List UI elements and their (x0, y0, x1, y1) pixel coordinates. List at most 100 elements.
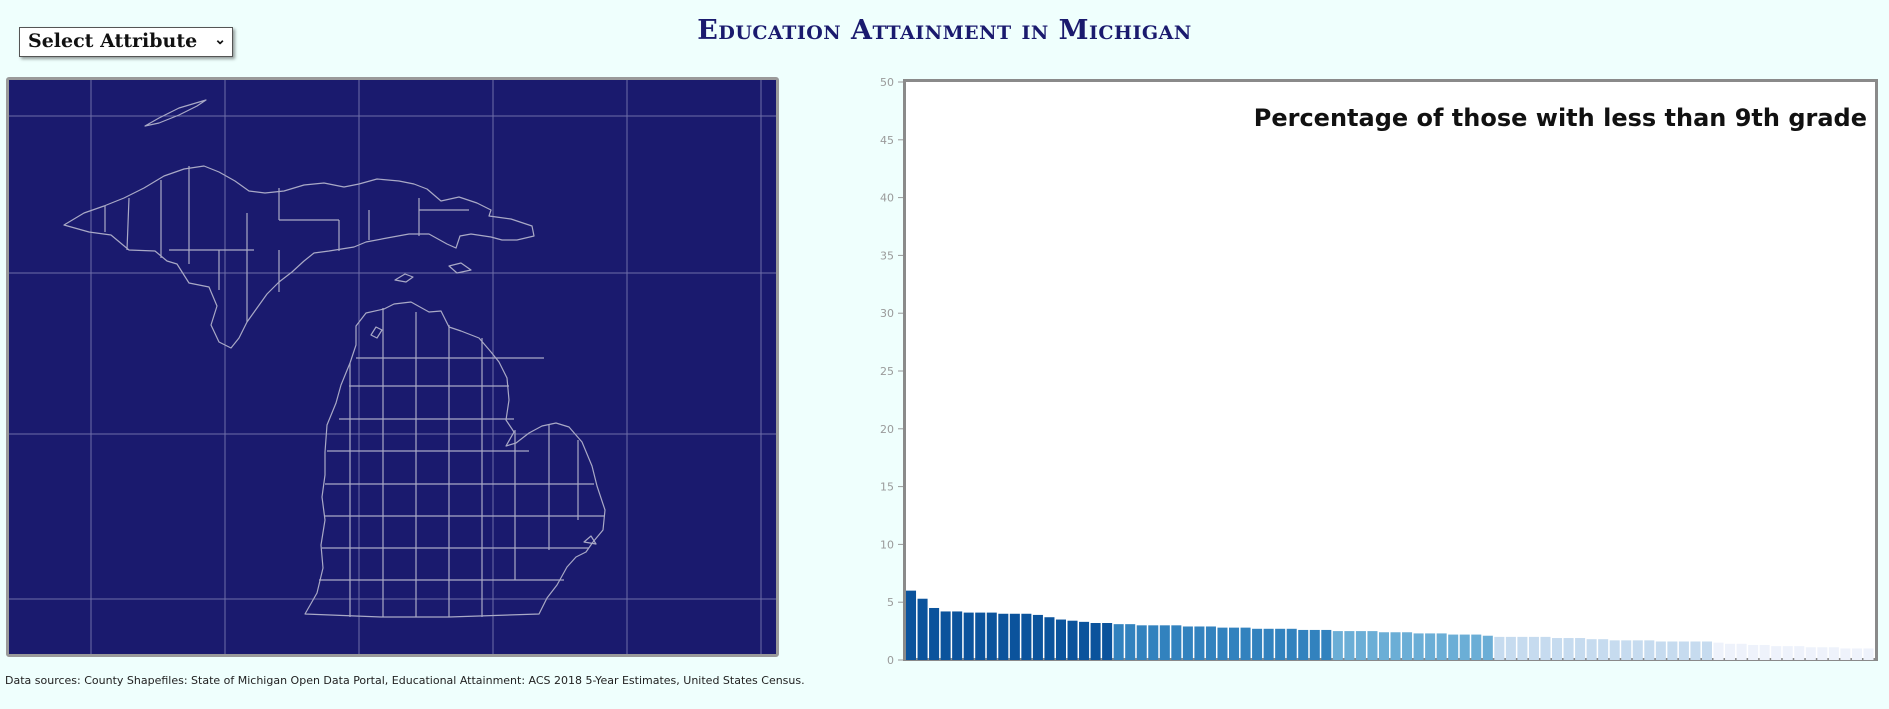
y-tick-label: 50 (880, 76, 894, 89)
bar[interactable] (1067, 620, 1078, 660)
bar[interactable] (1794, 646, 1805, 660)
bar[interactable] (1563, 638, 1574, 660)
bar[interactable] (1817, 647, 1828, 660)
bar[interactable] (1748, 644, 1759, 660)
bar[interactable] (975, 612, 986, 660)
bar[interactable] (1448, 634, 1459, 660)
bar[interactable] (1217, 627, 1228, 660)
bar[interactable] (1644, 640, 1655, 660)
bar[interactable] (1390, 632, 1401, 660)
y-tick-label: 45 (880, 134, 894, 147)
bar[interactable] (1425, 633, 1436, 660)
y-tick-label: 30 (880, 307, 894, 320)
bar[interactable] (1332, 631, 1343, 660)
bar[interactable] (1355, 631, 1366, 660)
bar[interactable] (1505, 636, 1516, 660)
bar[interactable] (1402, 632, 1413, 660)
michigan-map[interactable] (6, 77, 779, 657)
bar[interactable] (1309, 629, 1320, 660)
bar[interactable] (1182, 626, 1193, 660)
bar[interactable] (1079, 621, 1090, 660)
bar[interactable] (1540, 636, 1551, 660)
y-tick-label: 5 (887, 596, 894, 609)
bar[interactable] (1863, 648, 1874, 660)
bar[interactable] (1275, 628, 1286, 660)
bar[interactable] (1586, 639, 1597, 660)
bar[interactable] (1032, 614, 1043, 660)
bar[interactable] (1148, 625, 1159, 660)
bar[interactable] (1286, 628, 1297, 660)
bar[interactable] (1609, 640, 1620, 660)
bar[interactable] (1229, 627, 1240, 660)
bar[interactable] (1713, 642, 1724, 660)
map-svg (9, 80, 776, 654)
bar[interactable] (998, 613, 1009, 660)
bar[interactable] (1621, 640, 1632, 660)
bar[interactable] (1055, 619, 1066, 660)
bar[interactable] (1367, 631, 1378, 660)
bar[interactable] (1528, 636, 1539, 660)
bar[interactable] (1298, 629, 1309, 660)
islands (370, 262, 597, 545)
bar[interactable] (1667, 641, 1678, 661)
bar[interactable] (1771, 646, 1782, 660)
bar[interactable] (1690, 641, 1701, 661)
y-tick-label: 20 (880, 423, 894, 436)
bar[interactable] (1632, 640, 1643, 660)
bar[interactable] (1782, 646, 1793, 660)
bar[interactable] (1655, 641, 1666, 661)
y-tick-label: 40 (880, 192, 894, 205)
bar[interactable] (1552, 638, 1563, 660)
bar[interactable] (1378, 632, 1389, 660)
upper-peninsula (63, 165, 535, 349)
bar[interactable] (940, 611, 951, 660)
bar[interactable] (1436, 633, 1447, 660)
bar[interactable] (1759, 644, 1770, 660)
bar[interactable] (1205, 626, 1216, 660)
bar[interactable] (1044, 617, 1055, 660)
bar[interactable] (1125, 624, 1136, 660)
attribute-select[interactable]: Select Attribute ⌄ (19, 27, 233, 57)
upper-peninsula-counties (104, 166, 469, 322)
bar[interactable] (1009, 613, 1020, 660)
bar[interactable] (1459, 634, 1470, 660)
bar[interactable] (1805, 647, 1816, 660)
bar[interactable] (917, 598, 928, 660)
bar[interactable] (1575, 638, 1586, 660)
y-tick-label: 0 (887, 654, 894, 667)
bar[interactable] (1102, 623, 1113, 660)
bar[interactable] (1090, 623, 1101, 660)
bar[interactable] (1678, 641, 1689, 661)
bar[interactable] (963, 612, 974, 660)
bar[interactable] (1494, 636, 1505, 660)
bar[interactable] (1321, 629, 1332, 660)
bar[interactable] (1113, 624, 1124, 660)
bar[interactable] (1482, 635, 1493, 660)
bar[interactable] (1598, 639, 1609, 660)
bar[interactable] (1736, 643, 1747, 660)
bar[interactable] (1851, 648, 1862, 660)
bar[interactable] (1021, 613, 1032, 660)
bar[interactable] (1159, 625, 1170, 660)
bar[interactable] (929, 607, 940, 660)
bar[interactable] (952, 611, 963, 660)
bar[interactable] (1136, 625, 1147, 660)
lower-peninsula-counties (319, 308, 604, 617)
bar[interactable] (1725, 643, 1736, 660)
bar[interactable] (1471, 634, 1482, 660)
lower-peninsula (304, 301, 606, 618)
bar[interactable] (1840, 648, 1851, 660)
page-title: Education Attainment in Michigan (697, 15, 1192, 46)
bar[interactable] (1171, 625, 1182, 660)
bar[interactable] (1517, 636, 1528, 660)
bar[interactable] (986, 612, 997, 660)
bar[interactable] (1344, 631, 1355, 660)
bar[interactable] (1240, 627, 1251, 660)
bar[interactable] (906, 590, 917, 660)
bar[interactable] (1828, 647, 1839, 660)
bar[interactable] (1194, 626, 1205, 660)
bar[interactable] (1413, 633, 1424, 660)
bar[interactable] (1263, 628, 1274, 660)
bar[interactable] (1701, 641, 1712, 661)
bar[interactable] (1252, 628, 1263, 660)
